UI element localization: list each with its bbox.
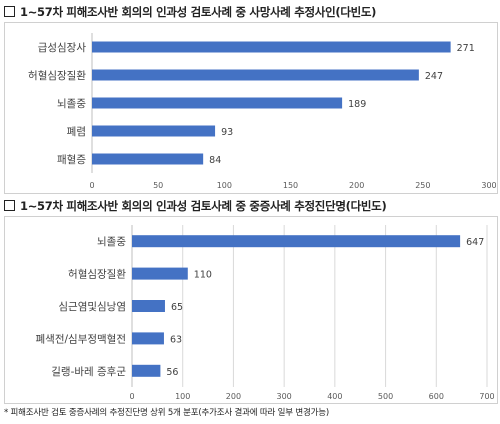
data-label: 271 (457, 43, 475, 54)
chart2-svg: 뇌졸중 647 허혈심장질환 110 심근염및심낭염 65 폐색전/심부정맥혈전 63 길랭-바… (36, 225, 495, 401)
bar (92, 125, 216, 137)
bar (132, 235, 461, 248)
category-label: 허혈심장질환 (28, 69, 86, 82)
x-tick-label: 100 (217, 181, 232, 190)
footnote: * 피해조사반 검토 중증사례의 추정진단명 상위 5개 분포(추가조사 결과에… (4, 408, 329, 418)
category-label: 뇌졸중 (57, 98, 86, 110)
data-label: 84 (209, 155, 221, 166)
chart1-svg: 급성심장사 271 허혈심장질환 247 뇌졸중 189 폐렴 93 패혈증 84 0 50 100 15… (28, 33, 497, 190)
bar (92, 97, 343, 109)
checkbox-square-icon (4, 200, 15, 211)
x-tick-label: 700 (479, 392, 494, 401)
chart1-title-text: 1~57차 피해조사반 회의의 인과성 검토사례 중 사망사례 추정사인(다빈도… (20, 5, 377, 19)
x-tick-label: 600 (429, 392, 444, 401)
x-tick-label: 300 (277, 392, 292, 401)
data-label: 93 (221, 127, 233, 138)
bar (132, 267, 188, 280)
data-label: 247 (425, 71, 443, 82)
bar (132, 300, 165, 312)
category-label: 길랭-바레 증후군 (51, 365, 126, 378)
category-label: 뇌졸중 (97, 236, 126, 248)
bar (92, 153, 204, 165)
x-tick-label: 100 (175, 392, 190, 401)
x-tick-label: 300 (481, 181, 496, 190)
data-label: 189 (348, 99, 366, 110)
bar (132, 332, 164, 345)
chart2-title-text: 1~57차 피해조사반 회의의 인과성 검토사례 중 중증사례 추정진단명(다빈… (20, 199, 387, 213)
x-tick-label: 50 (153, 181, 163, 190)
chart1-title: 1~57차 피해조사반 회의의 인과성 검토사례 중 사망사례 추정사인(다빈도… (4, 4, 376, 20)
category-label: 패혈증 (57, 153, 86, 166)
category-label: 허혈심장질환 (68, 268, 126, 281)
chart2-title: 1~57차 피해조사반 회의의 인과성 검토사례 중 중증사례 추정진단명(다빈… (4, 198, 387, 214)
data-label: 56 (166, 367, 178, 378)
data-label: 63 (170, 334, 182, 345)
x-tick-label: 500 (378, 392, 393, 401)
chart1-panel: 급성심장사 271 허혈심장질환 247 뇌졸중 189 폐렴 93 패혈증 84 0 50 100 15… (4, 22, 498, 194)
x-tick-label: 200 (226, 392, 241, 401)
x-tick-label: 0 (89, 181, 94, 190)
category-label: 폐렴 (67, 125, 86, 138)
bar (132, 364, 161, 377)
checkbox-square-icon (4, 6, 15, 17)
x-tick-label: 200 (349, 181, 364, 190)
category-label: 폐색전/심부정맥혈전 (36, 332, 126, 345)
bar (92, 41, 451, 53)
category-label: 심근염및심낭염 (58, 301, 126, 313)
data-label: 65 (171, 302, 183, 313)
data-label: 647 (466, 237, 484, 248)
x-tick-label: 250 (415, 181, 430, 190)
bar (92, 69, 419, 81)
x-tick-label: 0 (129, 392, 134, 401)
x-tick-label: 400 (327, 392, 342, 401)
chart2-panel: 뇌졸중 647 허혈심장질환 110 심근염및심낭염 65 폐색전/심부정맥혈전 63 길랭-바… (4, 216, 498, 404)
x-tick-label: 150 (283, 181, 298, 190)
category-label: 급성심장사 (38, 42, 87, 54)
data-label: 110 (194, 270, 212, 281)
